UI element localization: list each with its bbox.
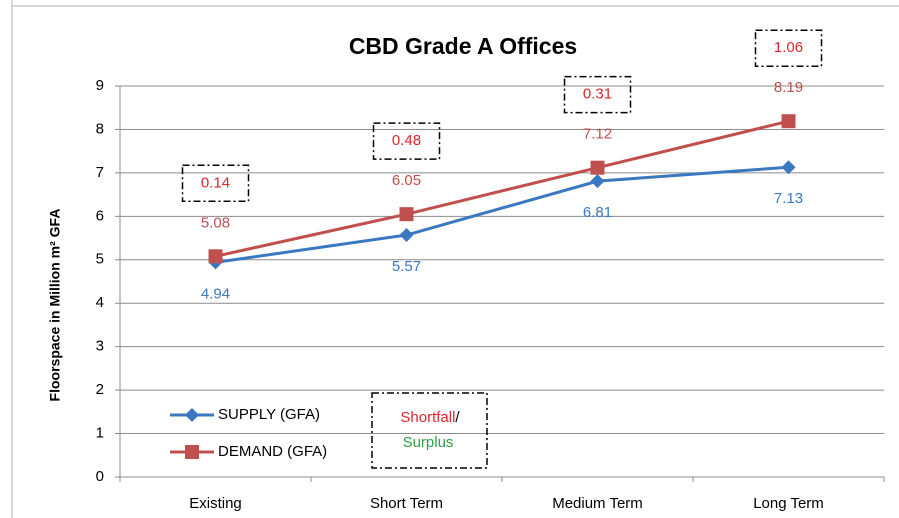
data-label: 4.94 [201,285,230,302]
note-shortfall: Shortfall [400,409,455,426]
legend-label: DEMAND (GFA) [218,443,327,460]
y-tick-label: 3 [96,338,104,355]
point [208,249,223,264]
point [781,114,796,129]
data-label: 5.57 [392,258,421,275]
x-tick-label: Short Term [370,495,443,512]
x-tick-label: Long Term [753,495,824,512]
shortfall-box [754,29,823,67]
data-label: 8.19 [774,79,803,96]
y-tick-label: 8 [96,120,104,137]
shortfall-label: 0.31 [583,86,612,103]
y-tick-label: 9 [96,77,104,94]
point [399,228,414,243]
x-tick-label: Medium Term [552,495,643,512]
legend-marker [185,445,199,459]
note-line-1: Shortfall/ [400,409,460,426]
y-tick-label: 7 [96,164,104,181]
y-tick-label: 0 [96,468,104,485]
note-surplus: Surplus [403,434,454,451]
data-label: 6.81 [583,204,612,221]
x-tick-label: Existing [189,495,242,512]
shortfall-label: 0.48 [392,132,421,149]
shortfall-label: 1.06 [774,39,803,56]
y-tick-label: 4 [96,294,104,311]
y-tick-label: 1 [96,425,104,442]
legend-label: SUPPLY (GFA) [218,406,320,423]
series-line [215,119,789,258]
chart-title: CBD Grade A Offices [349,33,577,59]
y-tick-label: 2 [96,381,104,398]
y-axis-label: Floorspace in Million m² GFA [47,209,63,402]
shortfall-box [181,164,250,203]
shortfall-label: 0.14 [201,174,230,191]
data-label: 7.13 [774,190,803,207]
data-label: 7.12 [583,126,612,143]
point [590,174,605,189]
data-label: 5.08 [201,214,230,231]
shortfall-box [563,75,632,114]
legend-marker [185,408,199,422]
point [399,207,414,222]
y-tick-label: 5 [96,251,104,268]
point [590,160,605,175]
point [781,160,796,175]
note-separator: / [455,409,460,426]
y-tick-label: 6 [96,207,104,224]
shortfall-box [372,122,441,160]
series-line [215,165,789,264]
data-label: 6.05 [392,172,421,189]
note-box [371,392,488,469]
